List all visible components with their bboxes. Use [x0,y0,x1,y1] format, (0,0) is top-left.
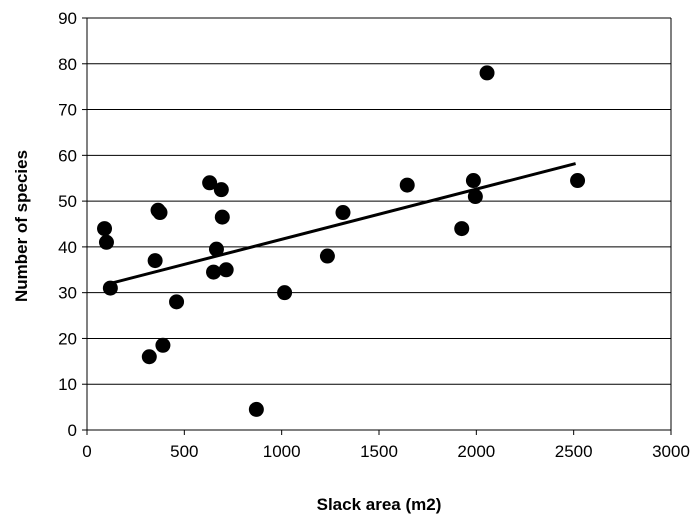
x-tick-label: 500 [170,442,198,461]
y-tick-label: 20 [58,329,77,348]
y-axis-tick-labels: 0 10 20 30 40 50 60 70 80 90 [58,9,87,440]
data-point [465,173,481,189]
trendline-layer [106,162,576,286]
data-point [319,248,335,264]
y-tick-label: 90 [58,9,77,28]
data-point [277,285,293,301]
x-axis-tick-labels: 0 500 1000 1500 2000 2500 3000 [82,430,690,461]
trendline [106,162,576,286]
data-point [570,173,586,189]
data-point [102,280,118,296]
data-point [206,264,222,280]
x-tick-label: 1500 [360,442,398,461]
x-tick-label: 1000 [263,442,301,461]
data-point [147,253,163,269]
data-point [152,205,168,221]
y-tick-label: 30 [58,284,77,303]
data-point [479,65,495,81]
plot-area [86,18,672,431]
x-tick-label: 0 [82,442,91,461]
x-tick-label: 3000 [652,442,690,461]
data-point [218,262,234,278]
y-tick-label: 10 [58,375,77,394]
y-tick-label: 50 [58,192,77,211]
data-point [208,241,224,257]
y-tick-label: 60 [58,146,77,165]
gridlines [87,17,671,385]
data-points [97,65,586,417]
y-tick-label: 80 [58,55,77,74]
data-point [248,401,264,417]
data-point [213,182,229,198]
data-point [467,189,483,205]
data-point [454,221,470,237]
data-point [169,294,185,310]
x-tick-label: 2500 [555,442,593,461]
data-point [214,209,230,225]
data-point [155,337,171,353]
data-point [141,349,157,365]
x-axis-title: Slack area (m2) [317,495,442,514]
y-tick-label: 40 [58,238,77,257]
data-point [202,175,218,191]
data-point [335,205,351,221]
y-tick-label: 70 [58,101,77,120]
y-axis-title: Number of species [12,150,31,302]
x-tick-label: 2000 [457,442,495,461]
data-point [98,234,114,250]
data-point [97,221,113,237]
data-point [399,177,415,193]
y-tick-label: 0 [68,421,77,440]
